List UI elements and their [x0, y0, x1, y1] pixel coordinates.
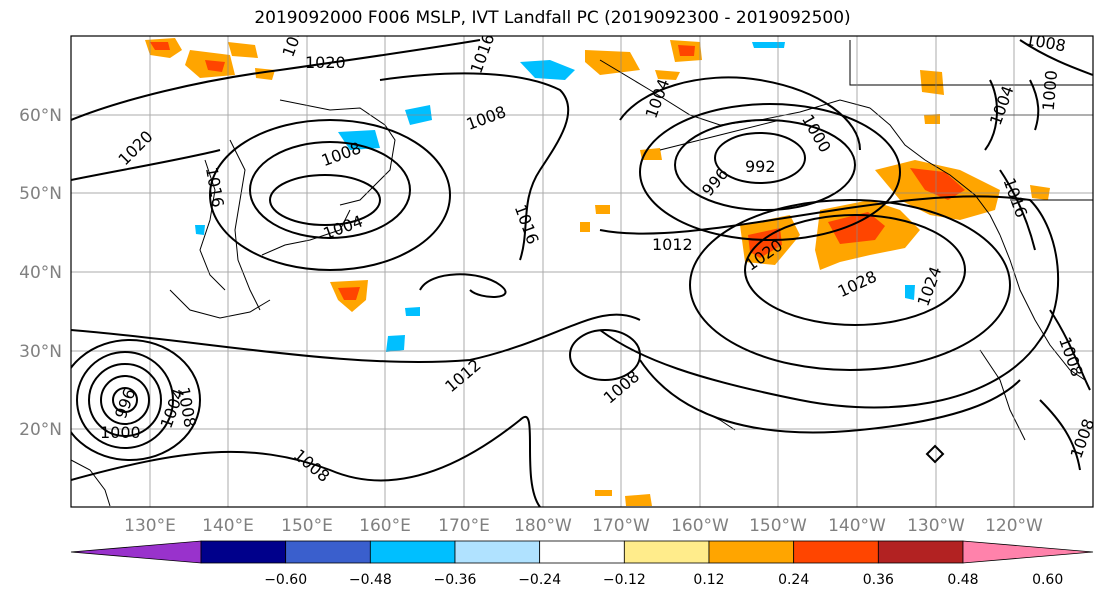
- latitude-labels: 60°N 50°N 40°N 30°N 20°N: [19, 106, 62, 440]
- lon-label: 130°W: [907, 516, 965, 536]
- lon-label: 130°E: [124, 516, 176, 536]
- map-frame: [70, 35, 1094, 508]
- colorbar-extend-min: [70, 540, 202, 564]
- colorbar-segment: [285, 540, 371, 564]
- contour-label: 1012: [652, 235, 693, 254]
- colorbar-tick-label: 0.12: [693, 572, 725, 588]
- ivt-shading: [145, 38, 1050, 506]
- lat-label: 30°N: [19, 342, 62, 362]
- colorbar-segment: [200, 540, 287, 564]
- contour-label: 1000: [1039, 69, 1061, 111]
- lon-label: 150°E: [281, 516, 333, 536]
- contour-label: 1000: [100, 423, 141, 442]
- graticule: [71, 36, 1093, 507]
- lon-label: 170°E: [438, 516, 490, 536]
- contour-label: 1020: [305, 53, 346, 72]
- small-high-contour: [925, 444, 945, 464]
- lon-label: 160°W: [671, 516, 729, 536]
- colorbar-tick-label: −0.60: [264, 572, 308, 588]
- lon-label: 180°W: [514, 516, 572, 536]
- lat-label: 40°N: [19, 263, 62, 283]
- colorbar-tick-label: 0.48: [947, 572, 979, 588]
- colorbar-segment: [454, 540, 541, 564]
- lon-label: 160°E: [359, 516, 411, 536]
- lat-label: 60°N: [19, 106, 62, 126]
- lon-label: 150°W: [749, 516, 807, 536]
- longitude-labels: 130°E 140°E 150°E 160°E 170°E 180°W 170°…: [124, 516, 1043, 536]
- map-title: 2019092000 F006 MSLP, IVT Landfall PC (2…: [254, 8, 851, 28]
- colorbar-segment: [793, 540, 879, 564]
- colorbar-segment: [539, 540, 625, 564]
- lat-label: 20°N: [19, 420, 62, 440]
- colorbar-tick-label: 0.36: [862, 572, 894, 588]
- colorbar: [70, 540, 1094, 564]
- contour-label: 992: [745, 157, 776, 176]
- lon-label: 140°W: [828, 516, 886, 536]
- lon-label: 120°W: [985, 516, 1043, 536]
- lon-label: 170°W: [592, 516, 650, 536]
- colorbar-extend-max: [962, 540, 1094, 564]
- colorbar-tick-label: 0.24: [778, 572, 810, 588]
- colorbar-segment: [369, 540, 456, 564]
- colorbar-segment: [623, 540, 710, 564]
- colorbar-tick-label: −0.36: [433, 572, 477, 588]
- colorbar-tick-label: 0.60: [1032, 572, 1064, 588]
- lat-label: 50°N: [19, 184, 62, 204]
- colorbar-segment: [877, 540, 964, 564]
- colorbar-tick-label: −0.12: [602, 572, 646, 588]
- lon-label: 140°E: [202, 516, 254, 536]
- mslp-isobars: [71, 39, 1093, 507]
- colorbar-segment: [708, 540, 795, 564]
- colorbar-tick-label: −0.48: [348, 572, 392, 588]
- colorbar-tick-label: −0.24: [518, 572, 562, 588]
